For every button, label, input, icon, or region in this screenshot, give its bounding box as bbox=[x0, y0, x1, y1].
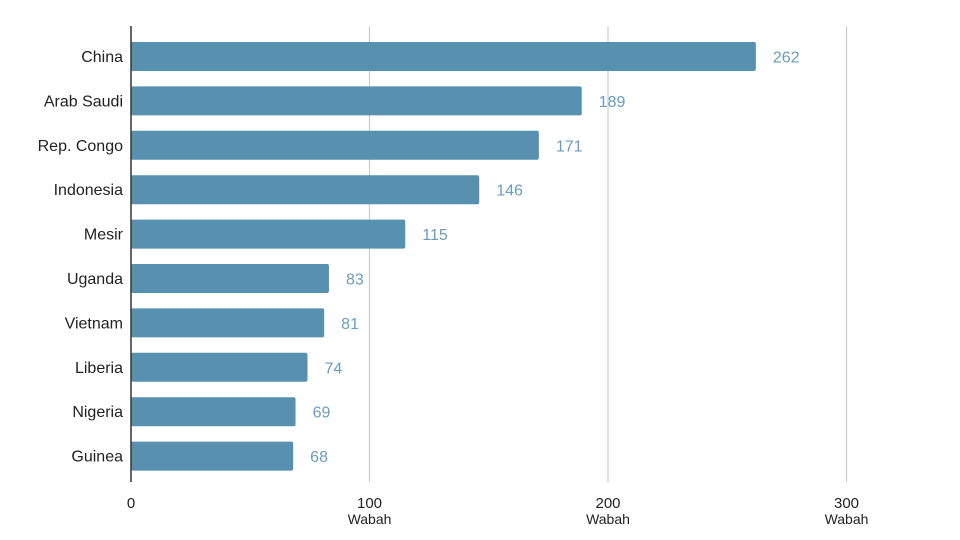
category-label: Indonesia bbox=[54, 182, 123, 199]
category-label: Arab Saudi bbox=[44, 93, 123, 110]
x-tick-label: 100 bbox=[357, 495, 382, 512]
category-label: Rep. Congo bbox=[38, 138, 123, 155]
data-label: 189 bbox=[599, 94, 626, 111]
data-label: 74 bbox=[324, 360, 342, 377]
data-label: 262 bbox=[773, 50, 800, 67]
data-label: 81 bbox=[341, 316, 359, 333]
data-labels: 262 189 171 146 115 83 81 74 69 68 bbox=[310, 50, 799, 467]
x-tick-unit: Wabah bbox=[348, 511, 392, 527]
category-label: Liberia bbox=[75, 360, 123, 377]
data-label: 69 bbox=[313, 405, 331, 422]
x-tick-label: 200 bbox=[595, 495, 620, 512]
bar bbox=[131, 42, 756, 71]
bars bbox=[131, 42, 756, 471]
category-label: Nigeria bbox=[72, 404, 123, 421]
data-label: 171 bbox=[556, 138, 583, 155]
x-tick-unit: Wabah bbox=[586, 511, 630, 527]
category-label: Uganda bbox=[67, 271, 123, 288]
bar bbox=[131, 352, 308, 382]
bar bbox=[131, 397, 296, 427]
bar bbox=[131, 441, 294, 471]
category-label: Mesir bbox=[84, 227, 124, 244]
x-tick-label: 300 bbox=[834, 495, 859, 512]
category-label: Guinea bbox=[71, 449, 123, 466]
bar bbox=[131, 175, 480, 205]
bar bbox=[131, 86, 582, 116]
data-label: 115 bbox=[422, 227, 448, 244]
category-label: Vietnam bbox=[65, 315, 123, 332]
bar bbox=[131, 219, 406, 249]
category-label: China bbox=[81, 49, 123, 66]
x-tick-label: 0 bbox=[127, 495, 135, 512]
data-label: 83 bbox=[346, 272, 364, 289]
data-label: 146 bbox=[496, 183, 523, 200]
bar bbox=[131, 130, 539, 160]
data-label: 68 bbox=[310, 449, 328, 466]
x-tick-unit: Wabah bbox=[825, 511, 869, 527]
category-labels: China Arab Saudi Rep. Congo Indonesia Mesir U… bbox=[38, 49, 124, 466]
bar bbox=[131, 308, 325, 338]
bar bbox=[131, 264, 329, 293]
